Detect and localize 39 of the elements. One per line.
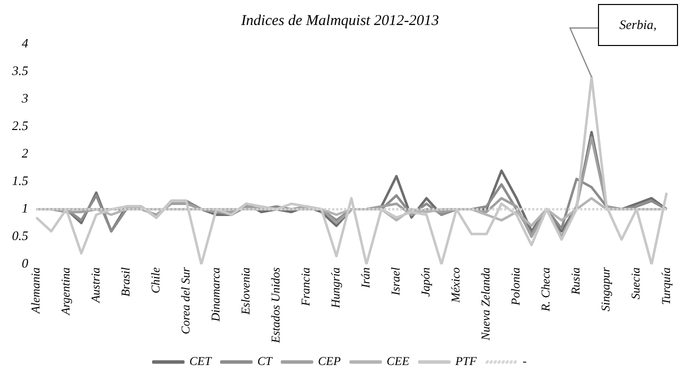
y-tick-label: 2.5	[12, 118, 29, 134]
x-tick-label: Suecia	[628, 267, 643, 300]
x-tick-label: Nueva Zelanda	[478, 267, 493, 342]
x-tick-label: R. Checa	[538, 267, 553, 312]
legend-label: CT	[257, 354, 274, 368]
x-tick-label: Estados Unidos	[268, 267, 283, 344]
x-tick-label: Japón	[418, 267, 433, 297]
x-tick-label: Brasil	[118, 266, 132, 297]
y-tick-label: 3.5	[11, 62, 29, 78]
legend-label: CEE	[386, 354, 410, 368]
legend-label: CEP	[318, 354, 342, 368]
chart-title: Indices de Malmquist 2012-2013	[240, 12, 439, 29]
x-tick-label: Corea del Sur	[178, 267, 192, 334]
x-tick-label: Hungría	[328, 267, 343, 309]
y-tick-label: 4	[22, 35, 29, 50]
x-tick-label: México	[448, 267, 463, 304]
x-tick-label: Singapur	[598, 267, 613, 312]
x-tick-label: Turquía	[658, 267, 673, 305]
y-tick-label: 3	[20, 90, 29, 106]
x-tick-label: Dinamarca	[208, 267, 223, 323]
x-tick-label: Israel	[388, 266, 403, 296]
x-tick-label: Eslovenia	[238, 267, 253, 316]
x-tick-label: Rusia	[568, 267, 583, 296]
x-tick-label: Francia	[298, 267, 313, 307]
y-tick-label: 0.5	[12, 228, 29, 244]
x-tick-label: Irán	[358, 267, 373, 289]
legend-label: CET	[189, 354, 213, 368]
y-tick-label: 0	[22, 256, 29, 271]
x-tick-label: Austria	[88, 267, 102, 304]
y-tick-label: 1	[22, 200, 28, 216]
y-tick-label: 1.5	[12, 173, 29, 188]
x-tick-label: Polonia	[508, 267, 523, 306]
x-tick-label: Alemania	[28, 267, 42, 314]
x-tick-label: Chile	[148, 266, 162, 294]
legend-label: -	[522, 354, 527, 368]
x-tick-label: Argentina	[58, 267, 72, 316]
y-tick-label: 2	[22, 146, 29, 161]
legend-label: PTF	[454, 354, 478, 368]
callout: Serbia,	[568, 4, 678, 80]
